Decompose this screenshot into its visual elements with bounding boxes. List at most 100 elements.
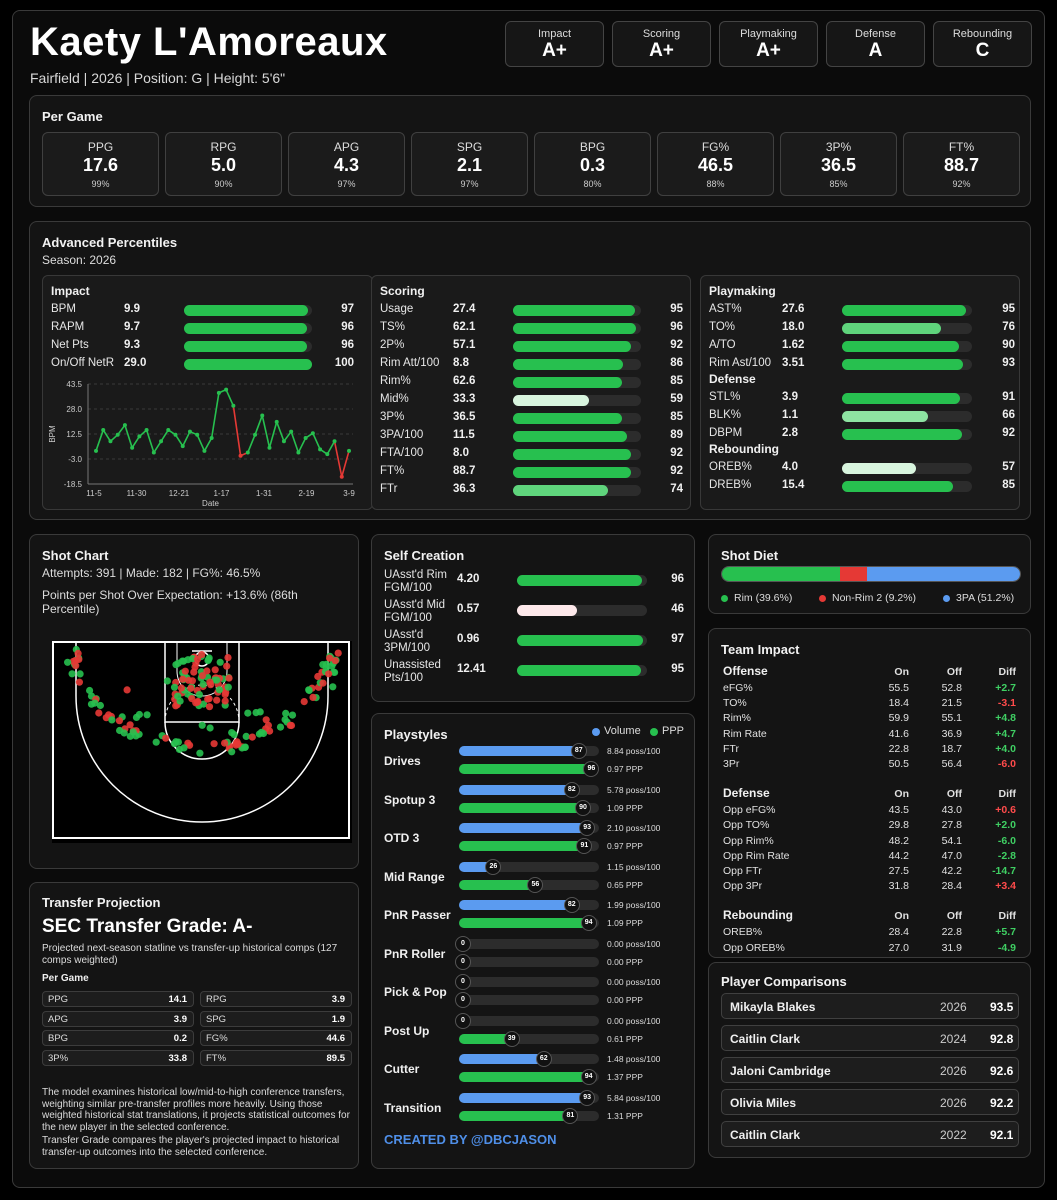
shot-dot (206, 724, 214, 732)
shot-dot (248, 733, 256, 741)
team-impact-on: 22.8 (888, 742, 909, 755)
team-impact-off: 18.7 (941, 742, 962, 755)
shot-dot (205, 695, 213, 703)
bpm-point (216, 390, 221, 395)
percentile-fill (842, 429, 962, 440)
bpm-point (94, 448, 98, 453)
team-impact-diff: +2.0 (995, 819, 1016, 832)
grade-label: Playmaking (740, 28, 797, 40)
team-impact-on: 18.4 (888, 697, 909, 710)
percentile-row: Rim Att/100 8.8 86 (372, 355, 690, 373)
col-off: Off (946, 666, 962, 678)
shot-dot (193, 655, 202, 663)
stat-value: 36.5 (820, 155, 857, 175)
metric-value: 1.62 (782, 339, 805, 351)
transfer-stat-label: FG% (206, 1033, 228, 1044)
team-impact-metric: Opp FTr (723, 865, 762, 877)
team-impact-panel: Team Impact Offense On Off Diff eFG% 55.5 52.8… (708, 628, 1031, 958)
stat-percentile: 90% (214, 179, 233, 189)
shot-dot (180, 657, 188, 665)
bpm-segment (275, 421, 285, 442)
metric-percentile: 96 (341, 339, 354, 351)
transfer-stat: SPG 1.9 (200, 1010, 352, 1027)
grade-card-scoring: Scoring A+ (612, 21, 711, 67)
playstyle-ppp-fill (459, 764, 594, 774)
shot-dot (221, 697, 229, 705)
stat-label: PPG (87, 140, 114, 154)
playstyle-vol-fill (459, 784, 574, 795)
shot-dot (132, 713, 141, 721)
percentile-row: STL% 3.9 91 (701, 389, 1019, 407)
shot-dot (282, 709, 290, 717)
shot-dot (170, 740, 179, 748)
self-creation-title: Self Creation (384, 548, 465, 563)
metric-label: 2P% (380, 339, 405, 351)
percentile-track (513, 341, 641, 352)
col-diff: Diff (998, 910, 1017, 923)
shot-chart-panel: Shot Chart Attempts: 391 | Made: 182 | F… (29, 534, 359, 869)
transfer-stat: FG% 44.6 (200, 1030, 352, 1046)
bpm-point (187, 429, 192, 434)
playstyle-vol-badge: 93 (579, 820, 596, 836)
shot-dot (319, 679, 327, 687)
playstyle-vol-text: 8.84 poss/100 (607, 746, 661, 756)
transfer-per-game-label: Per Game (42, 973, 89, 984)
comparison-score: 92.8 (990, 1032, 1014, 1046)
team-impact-off: 36.9 (941, 727, 962, 740)
metric-percentile: 95 (1002, 303, 1015, 315)
playstyle-vol-bar: 87 (459, 743, 599, 759)
shot-dot (126, 721, 134, 729)
percentile-track (513, 449, 641, 460)
playstyle-ppp-text: 0.00 PPP (607, 956, 643, 967)
metric-value: 1.1 (782, 409, 798, 421)
grade-value: A (868, 40, 883, 61)
transfer-stat-label: RPG (206, 994, 227, 1005)
metric-value: 9.9 (124, 303, 140, 315)
comparison-score: 93.5 (990, 1000, 1014, 1014)
team-impact-on: 59.9 (888, 712, 909, 725)
shot-dot (276, 723, 285, 731)
playstyle-vol-badge: 62 (535, 1051, 552, 1067)
shot-dot (322, 660, 330, 668)
playstyle-ppp-text: 0.97 PPP (607, 841, 643, 851)
percentile-row: Usage 27.4 95 (372, 301, 690, 319)
per-game-card-1: RPG 5.0 90% (165, 132, 282, 196)
self-creation-label-1: UAsst'd (384, 629, 424, 641)
bpm-point (238, 453, 243, 458)
metric-percentile: 92 (1002, 427, 1015, 439)
metric-label: 3P% (380, 411, 405, 423)
metric-value: 36.5 (453, 411, 476, 423)
stat-label: 3P% (825, 140, 852, 154)
stat-value: 88.7 (943, 155, 980, 175)
percentile-row: Net Pts 9.3 96 (43, 337, 372, 355)
playstyle-vol-fill (459, 746, 581, 756)
metric-label: Rim% (380, 375, 411, 387)
percentile-row: 2P% 57.1 92 (372, 337, 690, 355)
playstyle-vol-bar: 0 (455, 974, 599, 990)
self-creation-track (517, 665, 647, 676)
transfer-stat: 3P% 33.8 (42, 1049, 194, 1066)
self-creation-percentile: 96 (671, 573, 684, 585)
comparison-year: 2022 (940, 1128, 967, 1142)
shot-dot (223, 662, 231, 670)
x-tick-label: 3-9 (343, 489, 355, 498)
per-game-card-2: APG 4.3 97% (288, 132, 405, 196)
metric-percentile: 89 (670, 429, 683, 441)
shot-dot (198, 651, 206, 659)
team-impact-diff: +3.4 (995, 880, 1016, 893)
percentile-fill (842, 481, 953, 492)
shot-diet-legend-label: Rim (39.6%) (734, 592, 793, 604)
bpm-segment (145, 429, 155, 453)
bpm-point (137, 434, 142, 439)
scoring-heading: Scoring (380, 284, 425, 298)
metric-label: TS% (380, 321, 405, 333)
playstyle-ppp-bar: 90 (459, 799, 599, 816)
self-creation-value: 12.41 (457, 663, 486, 675)
playstyle-ppp-bar: 0 (455, 992, 599, 1008)
scoring-subpanel: Scoring Usage 27.4 95 TS% 62.1 96 2P% 57.1 92 Rim… (371, 275, 691, 510)
playstyle-vol-bar: 82 (459, 781, 599, 798)
percentile-fill (513, 395, 589, 406)
playstyle-ppp-badge: 81 (562, 1107, 579, 1124)
metric-label: BPM (51, 303, 76, 315)
percentile-fill (513, 413, 622, 424)
